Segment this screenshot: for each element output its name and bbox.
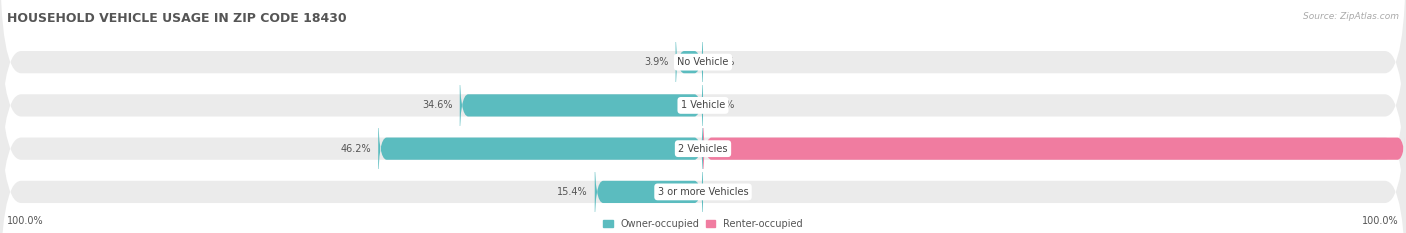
Text: 15.4%: 15.4% (557, 187, 588, 197)
Text: 100.0%: 100.0% (7, 216, 44, 226)
Text: 46.2%: 46.2% (340, 144, 371, 154)
Text: 0.0%: 0.0% (710, 100, 734, 110)
FancyBboxPatch shape (0, 38, 1406, 233)
Text: 0.0%: 0.0% (710, 187, 734, 197)
Text: No Vehicle: No Vehicle (678, 57, 728, 67)
Text: 3 or more Vehicles: 3 or more Vehicles (658, 187, 748, 197)
Text: 34.6%: 34.6% (422, 100, 453, 110)
FancyBboxPatch shape (0, 0, 1406, 172)
Text: Source: ZipAtlas.com: Source: ZipAtlas.com (1303, 12, 1399, 21)
FancyBboxPatch shape (0, 82, 1406, 233)
Text: 100.0%: 100.0% (1362, 216, 1399, 226)
Legend: Owner-occupied, Renter-occupied: Owner-occupied, Renter-occupied (603, 219, 803, 229)
Text: 0.0%: 0.0% (710, 57, 734, 67)
Text: 1 Vehicle: 1 Vehicle (681, 100, 725, 110)
FancyBboxPatch shape (595, 154, 703, 229)
FancyBboxPatch shape (0, 0, 1406, 216)
Text: 2 Vehicles: 2 Vehicles (678, 144, 728, 154)
Text: HOUSEHOLD VEHICLE USAGE IN ZIP CODE 18430: HOUSEHOLD VEHICLE USAGE IN ZIP CODE 1843… (7, 12, 347, 25)
FancyBboxPatch shape (675, 25, 703, 99)
FancyBboxPatch shape (703, 111, 1406, 186)
FancyBboxPatch shape (460, 68, 703, 143)
Text: 3.9%: 3.9% (644, 57, 669, 67)
FancyBboxPatch shape (378, 111, 703, 186)
